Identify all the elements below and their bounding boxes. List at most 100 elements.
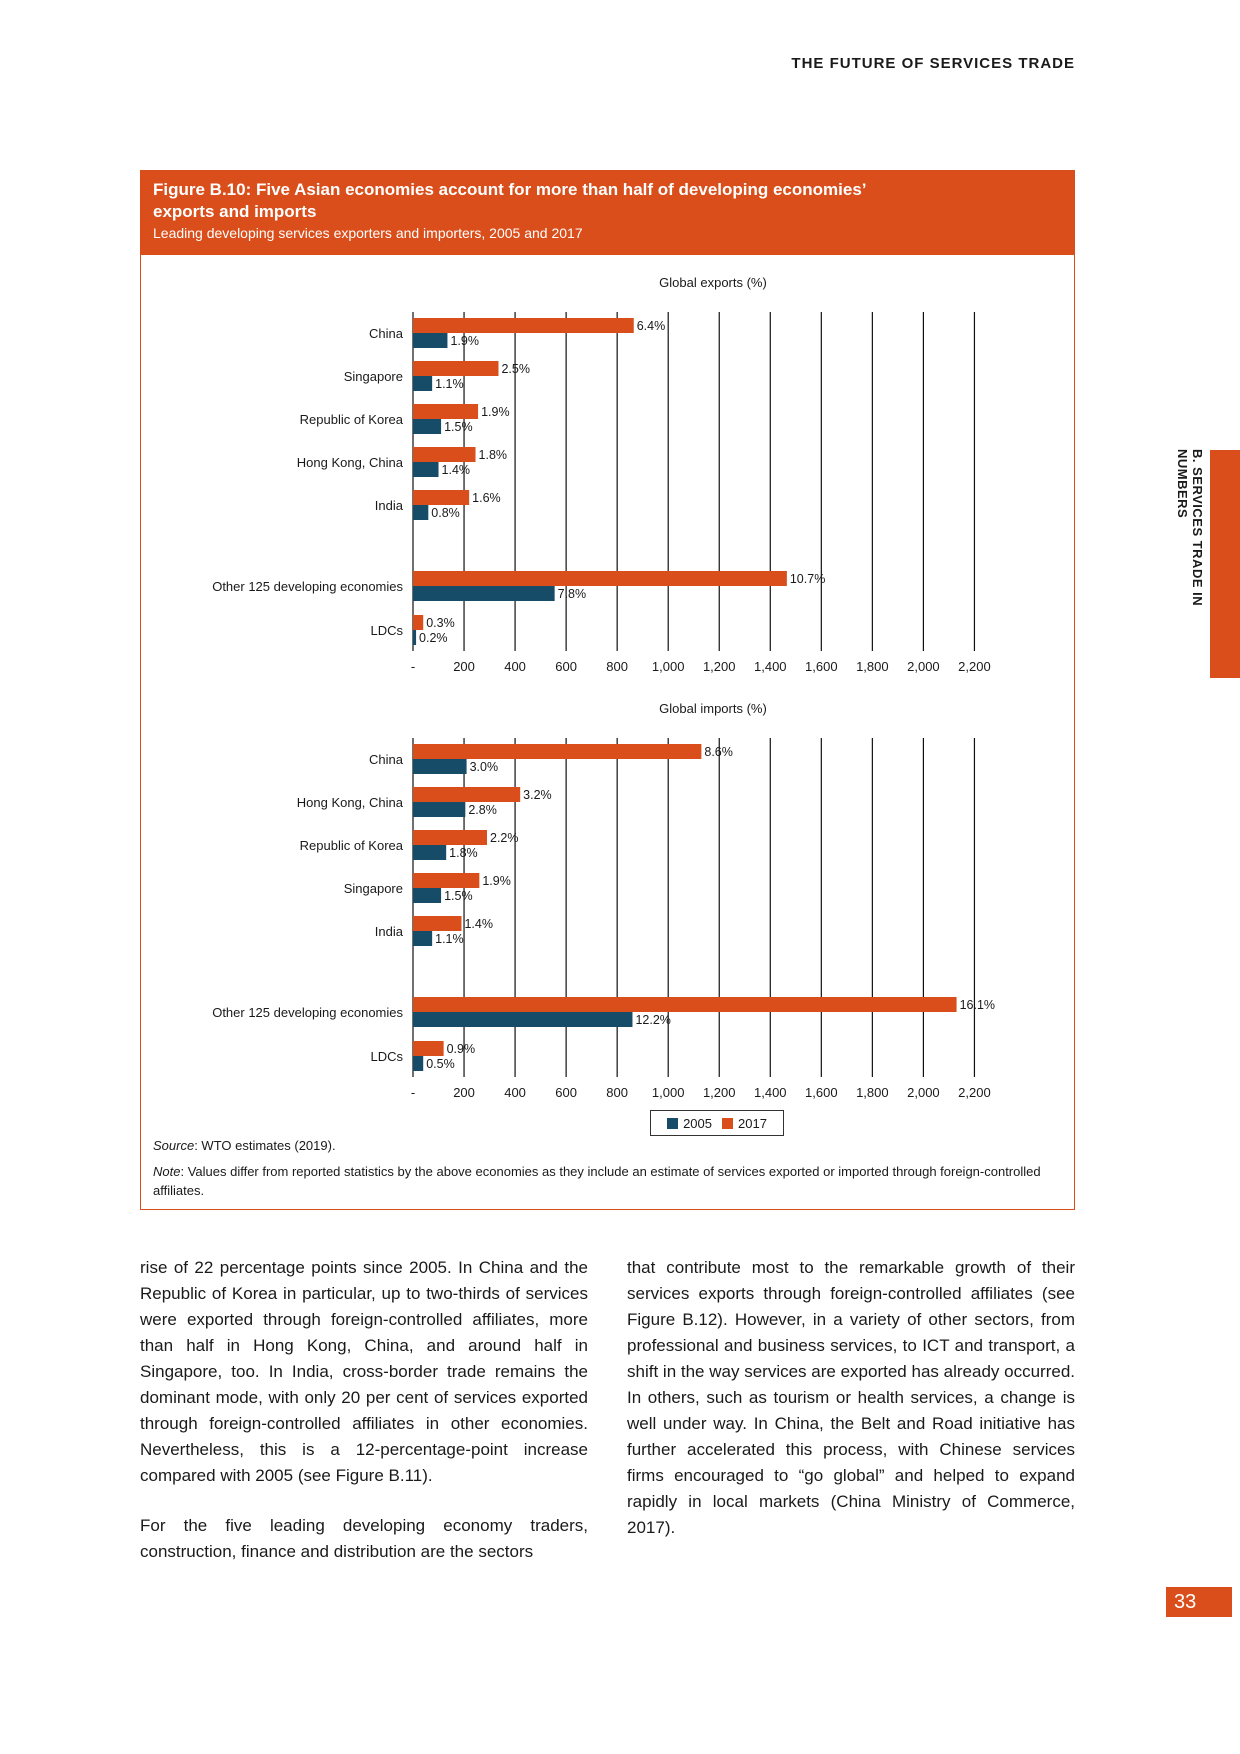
bar-2017 — [413, 873, 480, 888]
bar-2017 — [413, 404, 479, 419]
data-label-2005: 1.1% — [435, 377, 464, 391]
data-label-2017: 1.9% — [481, 405, 510, 419]
data-label-2017: 0.9% — [447, 1042, 476, 1056]
data-label-2017: 1.8% — [479, 448, 508, 462]
data-label-2017: 10.7% — [790, 572, 825, 586]
x-tick-label: 1,800 — [856, 659, 889, 674]
bar-2017 — [413, 615, 424, 630]
bar-2017 — [413, 830, 488, 845]
legend-label-2005: 2005 — [683, 1115, 712, 1131]
running-header: THE FUTURE OF SERVICES TRADE — [791, 55, 1075, 72]
bar-2005 — [413, 505, 429, 520]
source-label: Source — [153, 1138, 195, 1153]
category-label: Singapore — [344, 369, 403, 384]
body-column-left: rise of 22 percentage points since 2005.… — [140, 1255, 588, 1589]
x-tick-label: 800 — [606, 1085, 628, 1100]
bar-2017 — [413, 787, 521, 802]
bar-2005 — [413, 1012, 633, 1027]
category-label: LDCs — [370, 1049, 403, 1064]
body-paragraph: rise of 22 percentage points since 2005.… — [140, 1258, 588, 1485]
x-tick-label: 2,000 — [907, 659, 940, 674]
data-label-2005: 7.8% — [558, 587, 587, 601]
bar-2005 — [413, 802, 466, 817]
x-tick-label: 400 — [504, 1085, 526, 1100]
category-label: Other 125 developing economies — [212, 579, 403, 594]
x-tick-label: 600 — [555, 659, 577, 674]
data-label-2005: 0.5% — [426, 1057, 455, 1071]
data-label-2005: 12.2% — [635, 1013, 670, 1027]
data-label-2017: 1.9% — [482, 874, 511, 888]
figure-note: Note: Values differ from reported statis… — [153, 1162, 1063, 1200]
figure-header: Figure B.10: Five Asian economies accoun… — [141, 171, 1074, 255]
bar-2005 — [413, 376, 433, 391]
note-text: : Values differ from reported statistics… — [153, 1164, 1041, 1198]
figure-title: Figure B.10: Five Asian economies accoun… — [153, 180, 866, 221]
x-tick-label: 1,400 — [754, 1085, 787, 1100]
imports-chart-svg: Global imports (%) - 200 400 600 800 1,000 1,20… — [212, 701, 995, 1100]
category-label: Singapore — [344, 881, 403, 896]
legend-item-2005: 2005 — [667, 1116, 712, 1131]
bar-2017 — [413, 1041, 444, 1056]
bar-2017 — [413, 318, 634, 333]
figure-source: Source: WTO estimates (2019). — [153, 1138, 336, 1153]
bar-2017 — [413, 997, 957, 1012]
category-label: China — [369, 326, 404, 341]
x-tick-label: 1,600 — [805, 1085, 838, 1100]
data-label-2017: 1.6% — [472, 491, 501, 505]
category-label: LDCs — [370, 623, 403, 638]
x-tick-label: - — [411, 1085, 415, 1100]
imports-chart: Global imports (%) - 200 400 600 800 1,000 1,20… — [141, 681, 1074, 1101]
note-label: Note — [153, 1164, 181, 1179]
data-label-2005: 1.1% — [435, 932, 464, 946]
section-tab-label: B. SERVICES TRADE IN NUMBERS — [1175, 449, 1205, 607]
bar-2005 — [413, 931, 433, 946]
legend-swatch-2017 — [722, 1117, 733, 1129]
x-tick-label: 1,600 — [805, 659, 838, 674]
page-number: 33 — [1166, 1587, 1232, 1617]
x-tick-label: 1,000 — [652, 1085, 685, 1100]
x-tick-label: 2,000 — [907, 1085, 940, 1100]
data-label-2017: 0.3% — [426, 616, 455, 630]
figure-panel: Figure B.10: Five Asian economies accoun… — [140, 170, 1075, 1210]
bar-2005 — [413, 630, 417, 645]
legend-item-2017: 2017 — [722, 1116, 767, 1131]
bar-2005 — [413, 419, 442, 434]
figure-subtitle: Leading developing services exporters an… — [153, 225, 583, 241]
x-tick-label: - — [411, 659, 415, 674]
data-label-2017: 2.5% — [501, 362, 530, 376]
x-tick-label: 200 — [453, 659, 475, 674]
data-label-2005: 1.8% — [449, 846, 478, 860]
bar-2005 — [413, 586, 555, 601]
data-label-2017: 6.4% — [637, 319, 666, 333]
bar-2005 — [413, 759, 467, 774]
section-tab — [1210, 450, 1240, 678]
exports-chart-svg: Global exports (%) - 200 400 600 800 1,000 1,20… — [212, 275, 991, 674]
category-label: China — [369, 752, 404, 767]
bar-2017 — [413, 571, 787, 586]
legend-label-2017: 2017 — [738, 1115, 767, 1131]
data-label-2017: 8.6% — [704, 745, 733, 759]
category-label: Republic of Korea — [300, 412, 404, 427]
bar-2005 — [413, 1056, 424, 1071]
legend-swatch-2005 — [667, 1117, 679, 1129]
x-tick-label: 400 — [504, 659, 526, 674]
x-tick-label: 1,000 — [652, 659, 685, 674]
bar-2017 — [413, 490, 470, 505]
data-label-2017: 2.2% — [490, 831, 519, 845]
category-label: Hong Kong, China — [297, 795, 404, 810]
bar-2005 — [413, 845, 447, 860]
data-label-2005: 0.2% — [419, 631, 448, 645]
bar-2017 — [413, 447, 476, 462]
x-tick-label: 800 — [606, 659, 628, 674]
x-tick-label: 2,200 — [958, 659, 991, 674]
data-label-2005: 1.5% — [444, 420, 473, 434]
data-label-2017: 3.2% — [523, 788, 552, 802]
chart-title: Global exports (%) — [659, 275, 767, 290]
data-label-2017: 16.1% — [960, 998, 995, 1012]
x-tick-label: 200 — [453, 1085, 475, 1100]
bar-2005 — [413, 888, 442, 903]
data-label-2005: 1.5% — [444, 889, 473, 903]
body-column-right: that contribute most to the remarkable g… — [627, 1255, 1075, 1565]
data-label-2005: 0.8% — [431, 506, 460, 520]
x-tick-label: 1,200 — [703, 659, 736, 674]
